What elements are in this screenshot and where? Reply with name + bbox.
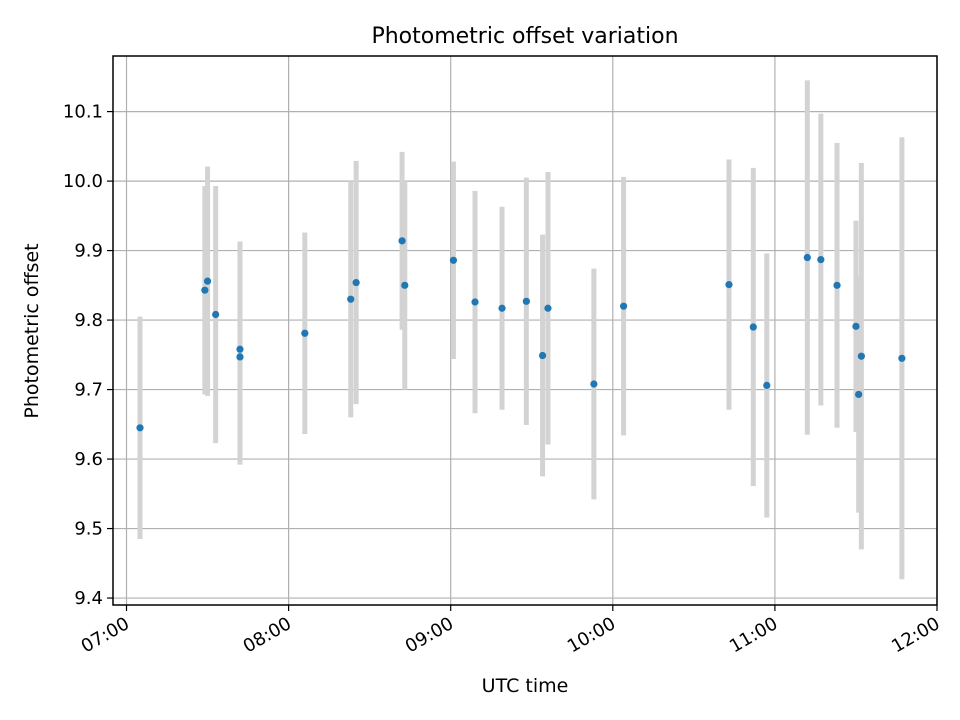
data-point <box>817 256 825 264</box>
y-tick-label: 9.5 <box>74 519 103 540</box>
data-point <box>538 351 547 360</box>
y-tick-label: 9.6 <box>74 449 103 470</box>
y-tick-label: 9.9 <box>74 241 103 262</box>
data-point <box>544 304 552 312</box>
data-point <box>201 286 209 294</box>
plot-frame <box>112 55 938 606</box>
data-point <box>803 253 811 262</box>
data-point <box>852 322 860 330</box>
y-tick-label: 9.8 <box>74 310 103 331</box>
data-point <box>212 310 220 319</box>
chart-title: Photometric offset variation <box>371 24 678 49</box>
data-point <box>749 323 757 331</box>
data-point <box>301 329 309 337</box>
data-point <box>898 354 906 362</box>
data-point <box>236 353 244 361</box>
x-axis-label: UTC time <box>482 675 569 697</box>
data-point <box>347 295 355 303</box>
data-point <box>522 297 530 305</box>
data-point <box>236 345 244 353</box>
data-point <box>620 302 628 310</box>
y-tick-label: 9.4 <box>74 588 103 609</box>
data-point <box>725 281 733 289</box>
y-axis: 9.4 9.5 9.6 9.7 9.8 9.9 10.0 10.1 <box>63 102 113 609</box>
data-point <box>857 352 865 360</box>
data-point <box>590 380 598 388</box>
data-point <box>352 278 360 287</box>
y-tick-label: 9.7 <box>74 380 103 401</box>
data-point <box>855 390 863 399</box>
data-point <box>833 281 841 289</box>
y-tick-label: 10.0 <box>63 171 103 192</box>
data-point <box>136 424 144 432</box>
data-point <box>471 298 479 306</box>
y-tick-label: 10.1 <box>63 102 103 123</box>
data-point <box>763 381 771 389</box>
data-points <box>136 237 906 432</box>
data-point <box>498 304 506 312</box>
y-axis-label: Photometric offset <box>21 243 43 418</box>
data-point <box>203 277 212 285</box>
data-point <box>401 281 409 289</box>
data-point <box>449 256 458 264</box>
data-point <box>398 237 406 245</box>
